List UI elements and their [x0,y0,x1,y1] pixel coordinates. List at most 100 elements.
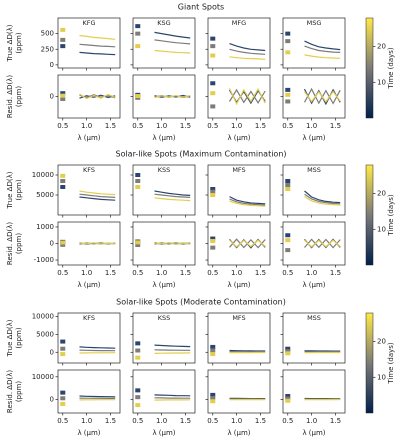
colorbar-tick-label: 20 [377,190,386,198]
x-tick-label: 1.5 [330,417,341,425]
photometric-point [135,24,140,28]
photometric-point [285,399,290,403]
colorbar-tick-label: 20 [377,43,386,51]
y-tick-label: 1000 [36,223,54,231]
panel-frame [283,222,345,265]
x-axis-label: λ (μm) [227,134,250,142]
y-tick-label: -1000 [34,256,54,264]
photometric-point [135,395,140,399]
photometric-point [135,341,140,345]
spectrum-line [155,32,191,38]
spectrum-line [305,191,341,203]
y-axis-label: (ppm) [15,179,23,200]
photometric-point [285,88,290,92]
photometric-point [285,50,290,54]
colorbar [366,313,373,413]
photometric-point [135,349,140,353]
spectrum-line [155,345,191,347]
panel-frame [283,370,345,413]
photometric-point [60,396,65,400]
y-tick-label: 0 [50,348,54,356]
x-tick-label: 1.0 [156,269,167,277]
photometric-point [60,179,65,183]
x-axis-label: λ (μm) [227,429,250,437]
x-tick-label: 1.0 [81,269,92,277]
x-axis-label: λ (μm) [227,281,250,289]
photometric-point [60,241,65,245]
x-tick-label: 0.5 [207,269,218,277]
y-axis-label: (ppm) [15,233,23,254]
x-tick-label: 1.5 [180,417,191,425]
colorbar-tick-label: 10 [377,78,386,86]
y-tick-label: 500 [41,30,54,38]
y-axis-label: True ΔD(λ) [6,319,14,357]
panel-frame [283,75,345,118]
spectrum-line [155,40,191,44]
photometric-point [60,44,65,48]
x-tick-label: 0.5 [207,122,218,130]
photometric-point [285,179,290,183]
x-tick-label: 1.5 [180,269,191,277]
photometric-point [210,246,215,250]
y-tick-label: 10000 [32,313,54,321]
x-tick-label: 0.5 [132,269,143,277]
photometric-point [210,44,215,48]
photometric-point [60,38,65,42]
photometric-point [135,94,140,98]
y-axis-label: Resid. ΔD(λ) [6,370,14,413]
panel-title: MSS [307,314,321,322]
panel-title: MFS [232,314,245,322]
photometric-point [135,185,140,189]
photometric-point [135,179,140,183]
panel-title: MFS [232,166,245,174]
photometric-point [210,349,215,353]
x-axis-label: λ (μm) [152,134,175,142]
photometric-point [210,352,215,356]
section-title: Solar-like Spots (Maximum Contamination) [115,150,286,159]
x-tick-label: 1.0 [81,417,92,425]
photometric-point [285,32,290,36]
section-title: Solar-like Spots (Moderate Contamination… [116,298,286,307]
y-tick-label: 10000 [32,373,54,381]
panel-title: MSS [307,166,321,174]
spectrum-line [230,57,266,60]
spectrum-line [80,191,116,195]
y-tick-label: 0 [50,240,54,248]
x-tick-label: 0.5 [282,269,293,277]
spectrum-line [80,396,116,397]
panel-frame [208,75,270,118]
panel-title: KSG [157,19,170,27]
photometric-point [285,183,290,187]
x-tick-label: 1.5 [330,269,341,277]
spectrum-line [80,52,116,54]
panel-title: KFS [83,314,95,322]
x-tick-label: 1.0 [81,122,92,130]
photometric-point [210,345,215,349]
y-axis-label: (ppm) [15,327,23,348]
spectrum-line [155,353,191,354]
photometric-point [60,402,65,406]
x-tick-label: 0.5 [282,122,293,130]
photometric-point [135,44,140,48]
photometric-point [285,187,290,191]
spectrum-line [80,347,116,348]
x-tick-label: 1.5 [330,122,341,130]
colorbar [366,165,373,265]
photometric-point [135,356,140,360]
x-tick-label: 1.5 [255,122,266,130]
y-tick-label: 10000 [32,171,54,179]
spectrum-line [155,198,191,201]
x-tick-label: 0.5 [282,417,293,425]
panel-title: KSS [158,314,171,322]
panel-title: MSG [307,19,322,27]
panel-frame [133,370,195,413]
panel-title: KFG [82,19,95,27]
photometric-point [285,93,290,97]
x-tick-label: 0.5 [57,417,68,425]
photometric-point [60,185,65,189]
photometric-point [60,340,65,344]
photometric-point [210,399,215,403]
photometric-point [60,94,65,98]
y-tick-label: 0 [50,61,54,69]
